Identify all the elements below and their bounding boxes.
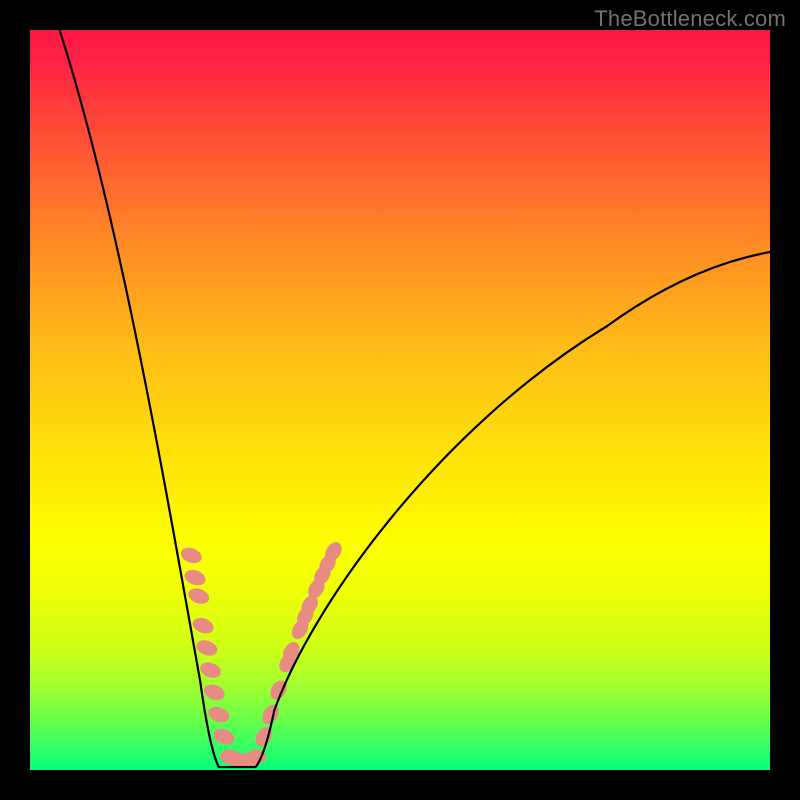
chart-stage: TheBottleneck.com bbox=[0, 0, 800, 800]
watermark-label: TheBottleneck.com bbox=[594, 6, 786, 32]
plot-area bbox=[30, 30, 770, 770]
plot-svg bbox=[30, 30, 770, 770]
gradient-background bbox=[30, 30, 770, 770]
